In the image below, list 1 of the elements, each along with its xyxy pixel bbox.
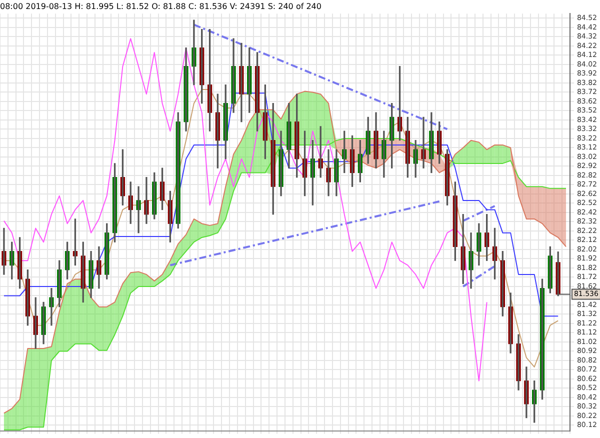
chart-title: 08:00 2019-08-13 H: 81.995 L: 81.52 O: 81.88 C: 81.536 V: 24391 S: 240 of 240 [0,2,322,11]
